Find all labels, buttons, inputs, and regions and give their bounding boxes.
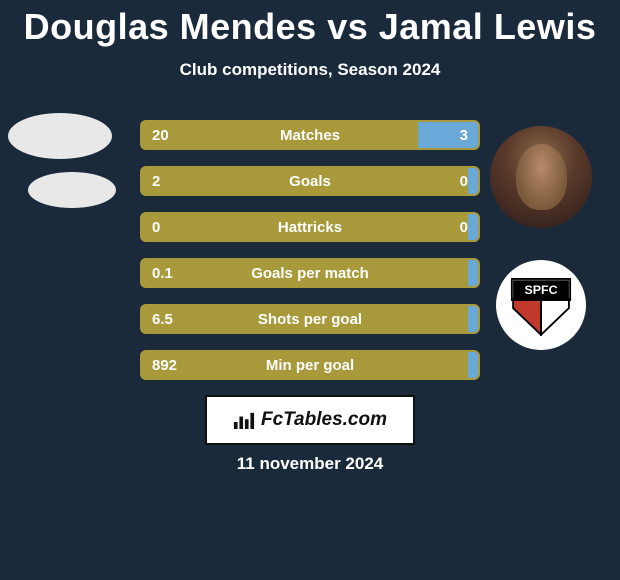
page-subtitle: Club competitions, Season 2024	[0, 60, 620, 80]
stat-row: 0.1Goals per match	[140, 258, 480, 288]
stat-row: 892Min per goal	[140, 350, 480, 380]
player-left-avatar-placeholder	[8, 113, 112, 159]
player-right-avatar	[490, 126, 592, 228]
fctables-label: FcTables.com	[261, 409, 387, 431]
stat-right-value	[468, 352, 478, 378]
stat-left-value: 2	[142, 168, 468, 194]
stat-right-value: 0	[468, 168, 478, 194]
stat-left-value: 0	[142, 214, 468, 240]
stat-left-value: 6.5	[142, 306, 468, 332]
stat-right-value	[468, 260, 478, 286]
stat-row: 203Matches	[140, 120, 480, 150]
fctables-badge: FcTables.com	[205, 395, 415, 445]
stat-left-value: 892	[142, 352, 468, 378]
stat-row: 6.5Shots per goal	[140, 304, 480, 334]
bars-icon	[233, 411, 255, 429]
svg-text:SPFC: SPFC	[524, 283, 557, 297]
stat-left-value: 0.1	[142, 260, 468, 286]
stat-left-value: 20	[142, 122, 418, 148]
comparison-chart: 203Matches 20Goals 00Hattricks 0.1Goals per…	[140, 120, 480, 396]
stat-right-value: 3	[418, 122, 478, 148]
spfc-shield-icon: SPFC	[510, 274, 572, 336]
stat-right-value	[468, 306, 478, 332]
player-right-club-logo: SPFC	[496, 260, 586, 350]
stat-row: 00Hattricks	[140, 212, 480, 242]
stat-right-value: 0	[468, 214, 478, 240]
player-left-club-placeholder	[28, 172, 116, 208]
page-title: Douglas Mendes vs Jamal Lewis	[0, 0, 620, 48]
date-label: 11 november 2024	[0, 454, 620, 474]
stat-row: 20Goals	[140, 166, 480, 196]
